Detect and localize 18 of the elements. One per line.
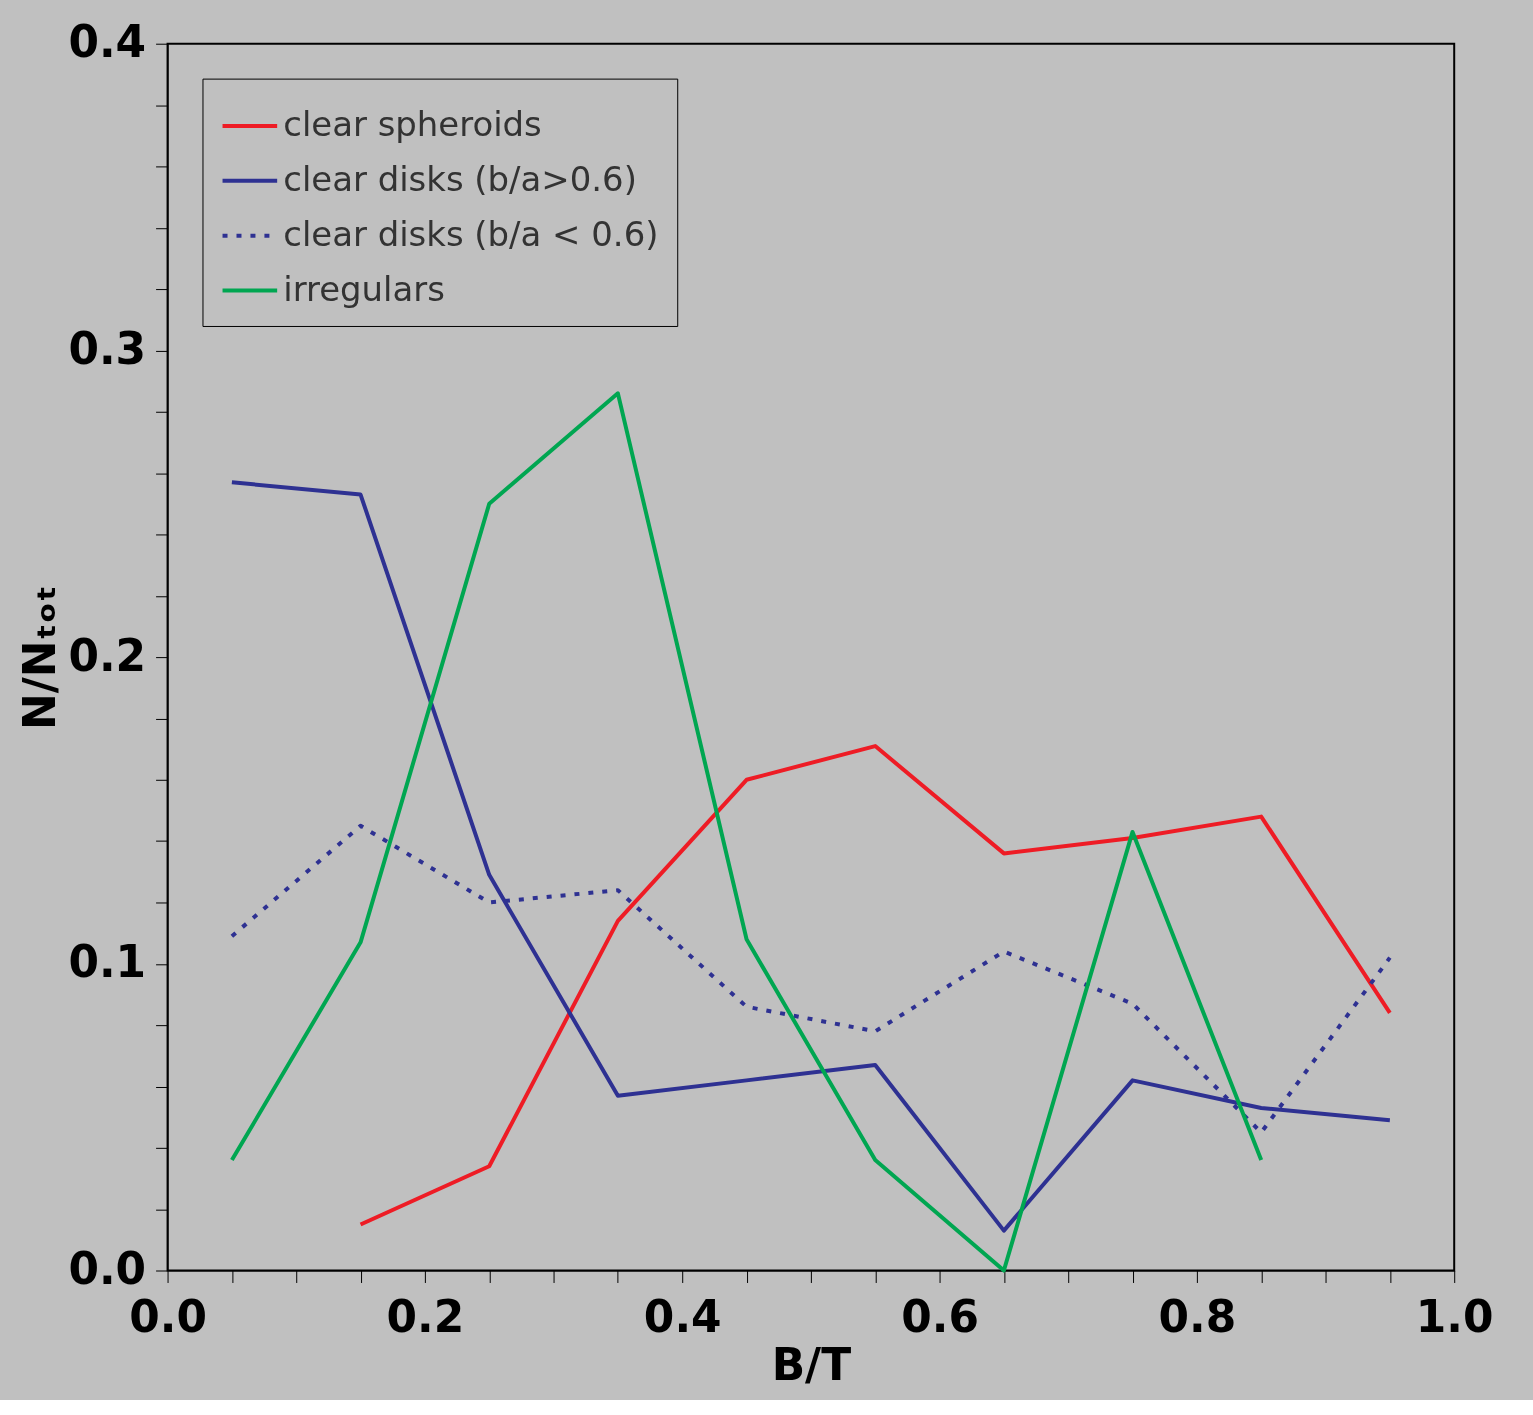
x-tick-label: 0.6	[901, 1290, 979, 1342]
line-series	[358, 744, 1392, 1227]
y-tick-label: 0.2	[68, 629, 147, 681]
legend-label: clear disks (b/a < 0.6)	[283, 214, 659, 254]
y-tick-label: 0.3	[68, 322, 147, 374]
line-series	[229, 391, 1264, 1273]
x-tick-label: 0.2	[386, 1290, 465, 1342]
line-series	[229, 480, 1392, 1233]
legend-label: irregulars	[283, 269, 445, 309]
legend-label: clear spheroids	[283, 104, 542, 144]
y-tick-label: 0.1	[68, 936, 147, 988]
x-axis-title: B/T	[771, 1338, 852, 1390]
y-axis-title: N/Nₜₒₜ	[14, 585, 66, 731]
x-tick-label: 0.4	[643, 1290, 722, 1342]
legend-label: clear disks (b/a>0.6)	[283, 159, 637, 199]
x-tick-label: 0.8	[1158, 1290, 1237, 1342]
x-tick-label: 1.0	[1415, 1290, 1494, 1342]
y-tick-label: 0.4	[68, 16, 147, 68]
